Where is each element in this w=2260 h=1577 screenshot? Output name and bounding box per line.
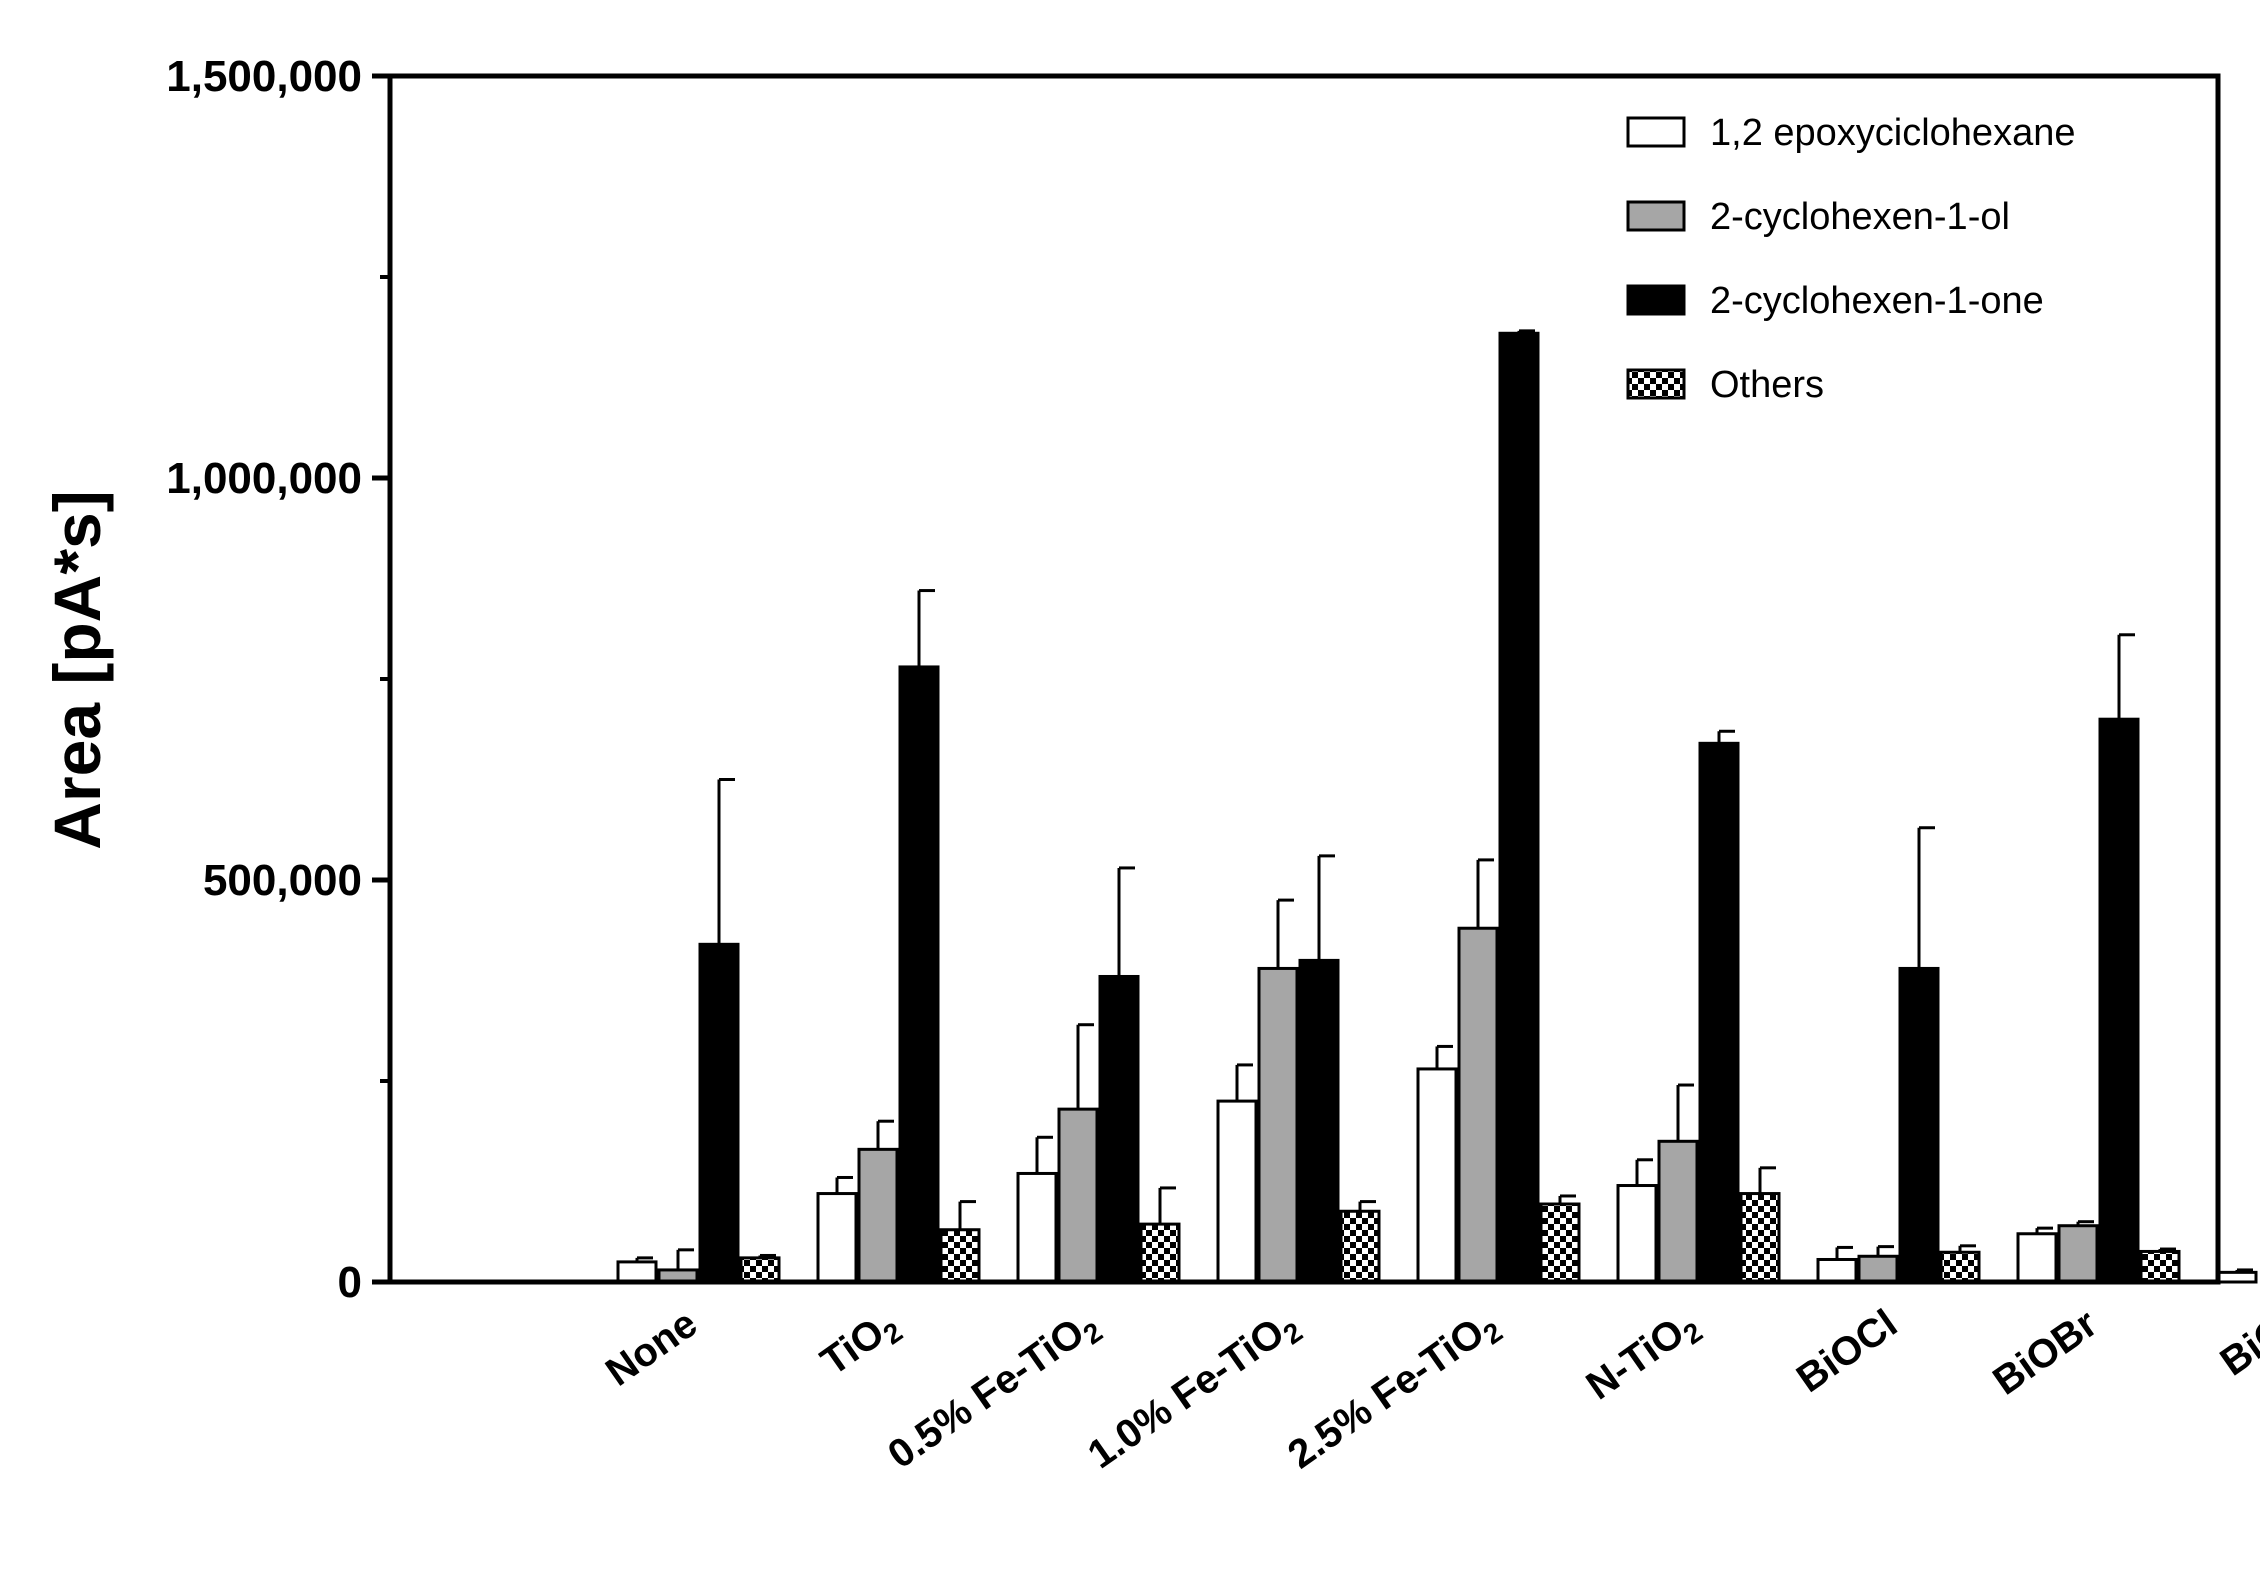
bar-black: [1698, 741, 1740, 1284]
legend-swatch: [1626, 368, 1686, 400]
x-tick-label: BiOBr: [1985, 1301, 2105, 1403]
legend-swatch: [1626, 116, 1686, 148]
bar-white: [2216, 1270, 2258, 1284]
bar-black: [1298, 958, 1340, 1284]
bar-black: [2098, 717, 2140, 1284]
legend-label: 2-cyclohexen-1-ol: [1710, 196, 2010, 238]
bar-white: [1816, 1257, 1858, 1284]
bar-gray: [1657, 1139, 1699, 1284]
bar-gray: [857, 1147, 899, 1284]
bar-gray: [1457, 926, 1499, 1284]
bar-checker: [1139, 1222, 1181, 1284]
legend-swatch: [1626, 200, 1686, 232]
legend-label: Others: [1710, 364, 1824, 406]
bar-white: [616, 1260, 658, 1284]
x-tick-label: N-TiO2: [1579, 1301, 1708, 1412]
plot-area: [387, 73, 2258, 1285]
bar-checker: [1739, 1192, 1781, 1284]
x-tick-label: 2.5% Fe-TiO2: [1280, 1301, 1508, 1481]
bar-white: [816, 1192, 858, 1284]
bar-checker: [1339, 1209, 1381, 1284]
bar-checker: [2139, 1249, 2181, 1284]
y-axis: 0 500,000 1,000,000 1,500,000: [166, 52, 390, 1307]
bar-black: [1498, 331, 1540, 1284]
x-tick-label: BiOCl: [1789, 1301, 1905, 1401]
y-tick-label: 1,000,000: [166, 454, 362, 503]
bar-black: [698, 942, 740, 1284]
legend: 1,2 epoxyciclohexane 2-cyclohexen-1-ol 2-c…: [1626, 112, 2075, 406]
bar-white: [2016, 1232, 2058, 1284]
legend-label: 2-cyclohexen-1-one: [1710, 280, 2044, 322]
bar-gray: [1857, 1254, 1899, 1284]
bar-white: [1216, 1099, 1258, 1284]
bar-black: [1898, 966, 1940, 1284]
y-tick-label: 500,000: [203, 856, 362, 905]
y-tick-label: 0: [338, 1258, 362, 1307]
bar-gray: [1057, 1107, 1099, 1284]
bar-white: [1416, 1067, 1458, 1284]
bar-gray: [1257, 966, 1299, 1284]
y-tick-label: 1,500,000: [166, 52, 362, 101]
bar-white: [1616, 1184, 1658, 1284]
x-tick-label: TiO2: [813, 1301, 908, 1388]
legend-label: 1,2 epoxyciclohexane: [1710, 112, 2075, 154]
x-tick-label: BiOI: [2213, 1301, 2260, 1384]
y-axis-label: Area [pA*s]: [40, 490, 114, 849]
bar-black: [1098, 974, 1140, 1284]
x-tick-label: 0.5% Fe-TiO2: [880, 1301, 1108, 1481]
bar-checker: [1539, 1202, 1581, 1284]
bar-checker: [939, 1228, 981, 1284]
bar-checker: [739, 1256, 781, 1284]
x-tick-label: None: [598, 1301, 705, 1394]
legend-swatch: [1626, 284, 1686, 316]
x-tick-label: 1.0% Fe-TiO2: [1080, 1301, 1308, 1481]
bar-gray: [2057, 1224, 2099, 1284]
bar-black: [898, 665, 940, 1284]
bar-white: [1016, 1171, 1058, 1284]
bar-checker: [1939, 1250, 1981, 1284]
